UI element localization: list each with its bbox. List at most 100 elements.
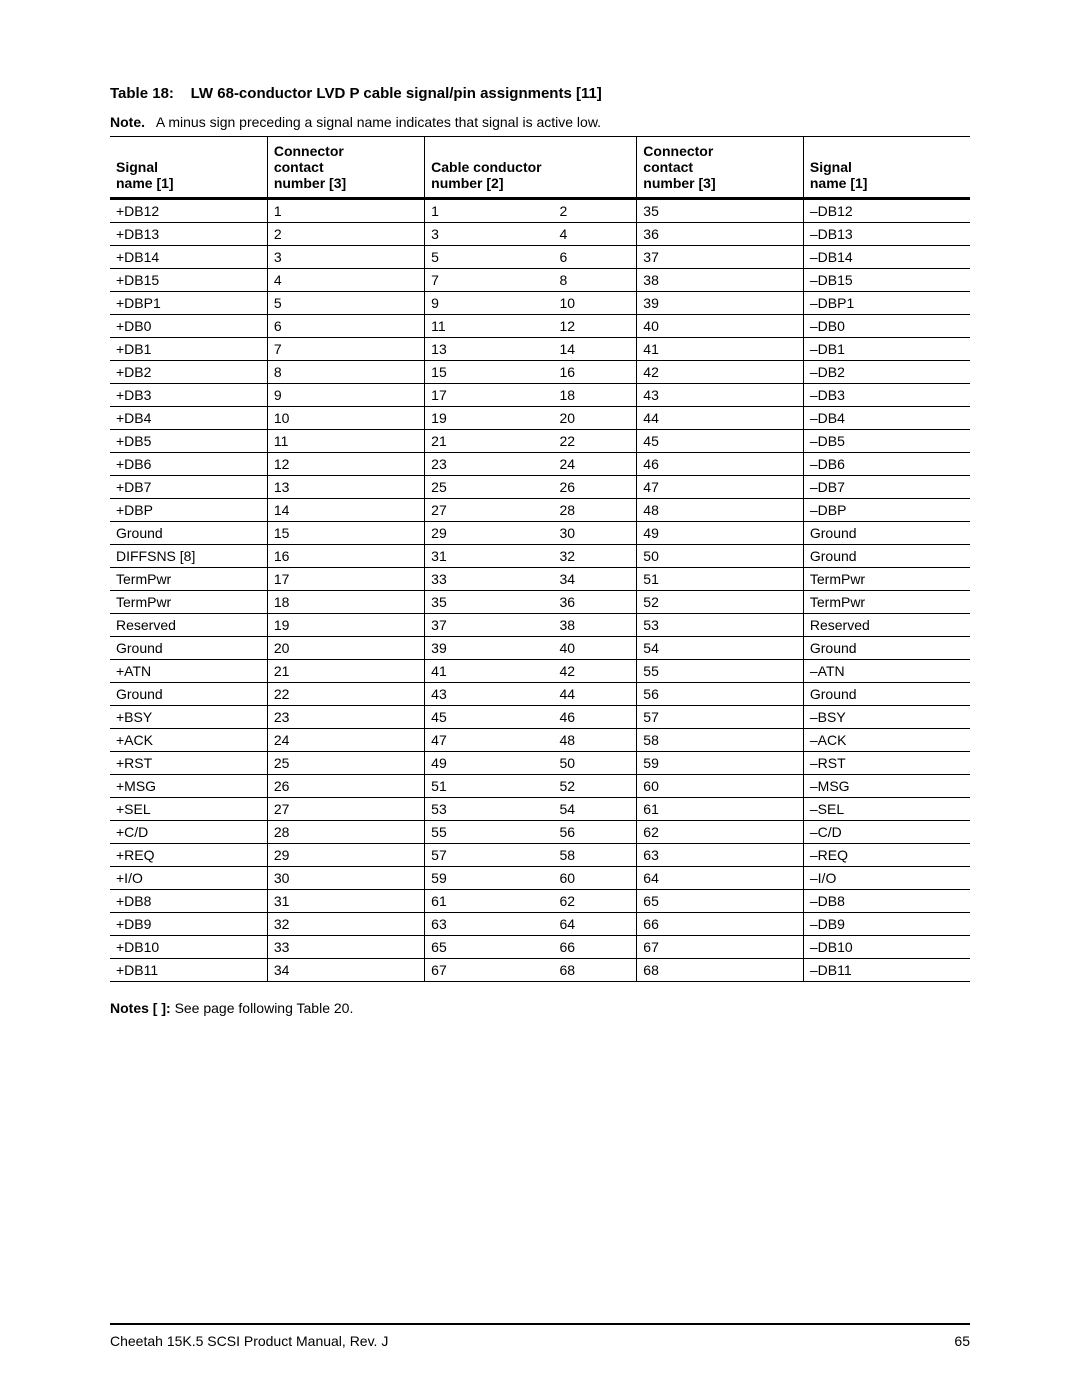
cell-signal-left: +RST (110, 752, 267, 775)
table-row: +DB713252647–DB7 (110, 476, 970, 499)
cell-connector-left: 17 (267, 568, 424, 591)
cell-signal-right: Ground (803, 637, 970, 660)
notes-after-label: Notes [ ]: (110, 1000, 171, 1016)
cell-cable-b: 54 (554, 798, 637, 821)
cell-cable-a: 51 (425, 775, 554, 798)
footer-document-title: Cheetah 15K.5 SCSI Product Manual, Rev. … (110, 1333, 388, 1349)
cell-connector-right: 63 (637, 844, 804, 867)
cell-signal-right: –DB12 (803, 199, 970, 223)
cell-connector-right: 46 (637, 453, 804, 476)
document-page: Table 18: LW 68-conductor LVD P cable si… (0, 0, 1080, 1397)
cell-cable-b: 36 (554, 591, 637, 614)
table-row: +DB06111240–DB0 (110, 315, 970, 338)
cell-connector-left: 5 (267, 292, 424, 315)
cell-connector-right: 58 (637, 729, 804, 752)
cell-connector-right: 54 (637, 637, 804, 660)
cell-cable-b: 30 (554, 522, 637, 545)
cell-signal-left: Ground (110, 522, 267, 545)
table-row: +DB1134676868–DB11 (110, 959, 970, 982)
cell-connector-right: 35 (637, 199, 804, 223)
cell-cable-b: 44 (554, 683, 637, 706)
cell-signal-right: –DB0 (803, 315, 970, 338)
cell-signal-right: –RST (803, 752, 970, 775)
cell-cable-b: 68 (554, 959, 637, 982)
cell-signal-right: Ground (803, 522, 970, 545)
cell-connector-left: 18 (267, 591, 424, 614)
cell-cable-a: 67 (425, 959, 554, 982)
cell-signal-left: +DB3 (110, 384, 267, 407)
cell-signal-right: –C/D (803, 821, 970, 844)
cell-signal-right: –DB13 (803, 223, 970, 246)
cell-connector-right: 50 (637, 545, 804, 568)
cell-signal-right: –REQ (803, 844, 970, 867)
table-row: +I/O30596064–I/O (110, 867, 970, 890)
cell-signal-right: –MSG (803, 775, 970, 798)
cell-cable-b: 26 (554, 476, 637, 499)
cell-signal-right: –BSY (803, 706, 970, 729)
cell-signal-left: +DB5 (110, 430, 267, 453)
cell-signal-right: –DBP1 (803, 292, 970, 315)
cell-signal-right: –DB3 (803, 384, 970, 407)
cell-signal-left: +BSY (110, 706, 267, 729)
table-row: +DB932636466–DB9 (110, 913, 970, 936)
cell-signal-left: +DB10 (110, 936, 267, 959)
cell-cable-a: 47 (425, 729, 554, 752)
cell-cable-a: 17 (425, 384, 554, 407)
cell-signal-left: +DB1 (110, 338, 267, 361)
cell-signal-right: –ATN (803, 660, 970, 683)
table-row: +DB410192044–DB4 (110, 407, 970, 430)
cell-connector-left: 24 (267, 729, 424, 752)
cell-connector-left: 27 (267, 798, 424, 821)
cell-signal-left: +DBP (110, 499, 267, 522)
table-row: +DB831616265–DB8 (110, 890, 970, 913)
table-row: +DB511212245–DB5 (110, 430, 970, 453)
cell-cable-a: 15 (425, 361, 554, 384)
cell-connector-left: 3 (267, 246, 424, 269)
cell-cable-a: 31 (425, 545, 554, 568)
table-row: +ACK24474858–ACK (110, 729, 970, 752)
cell-connector-right: 67 (637, 936, 804, 959)
cell-connector-right: 47 (637, 476, 804, 499)
cell-connector-left: 10 (267, 407, 424, 430)
cell-signal-right: –DB9 (803, 913, 970, 936)
cell-cable-a: 21 (425, 430, 554, 453)
table-row: TermPwr17333451TermPwr (110, 568, 970, 591)
cell-connector-left: 9 (267, 384, 424, 407)
cell-signal-right: –SEL (803, 798, 970, 821)
table-row: DIFFSNS [8]16313250Ground (110, 545, 970, 568)
cell-cable-a: 65 (425, 936, 554, 959)
cell-signal-right: –DB1 (803, 338, 970, 361)
cell-connector-right: 61 (637, 798, 804, 821)
cell-connector-left: 6 (267, 315, 424, 338)
table-row: Ground20394054Ground (110, 637, 970, 660)
cell-signal-left: +C/D (110, 821, 267, 844)
cell-cable-b: 50 (554, 752, 637, 775)
table-row: +DB1033656667–DB10 (110, 936, 970, 959)
cell-cable-b: 64 (554, 913, 637, 936)
header-connector-contact-left: Connector contact number [3] (267, 137, 424, 199)
cell-connector-right: 39 (637, 292, 804, 315)
cell-connector-left: 7 (267, 338, 424, 361)
cell-connector-right: 43 (637, 384, 804, 407)
cell-connector-left: 29 (267, 844, 424, 867)
cell-cable-a: 27 (425, 499, 554, 522)
cell-cable-b: 38 (554, 614, 637, 637)
cell-cable-a: 63 (425, 913, 554, 936)
cell-signal-left: +MSG (110, 775, 267, 798)
cell-signal-right: Ground (803, 545, 970, 568)
notes-after: Notes [ ]: See page following Table 20. (110, 1000, 970, 1016)
header-signal-name-right: Signal name [1] (803, 137, 970, 199)
cell-cable-b: 60 (554, 867, 637, 890)
table-row: Ground15293049Ground (110, 522, 970, 545)
cell-signal-left: +DB12 (110, 199, 267, 223)
cell-signal-right: –DB14 (803, 246, 970, 269)
table-title-prefix: Table 18: (110, 85, 174, 102)
cell-cable-a: 23 (425, 453, 554, 476)
cell-signal-left: TermPwr (110, 568, 267, 591)
cell-signal-left: Ground (110, 637, 267, 660)
cell-signal-left: DIFFSNS [8] (110, 545, 267, 568)
cell-signal-left: +DB11 (110, 959, 267, 982)
cell-cable-a: 57 (425, 844, 554, 867)
cell-connector-left: 26 (267, 775, 424, 798)
cell-connector-right: 55 (637, 660, 804, 683)
